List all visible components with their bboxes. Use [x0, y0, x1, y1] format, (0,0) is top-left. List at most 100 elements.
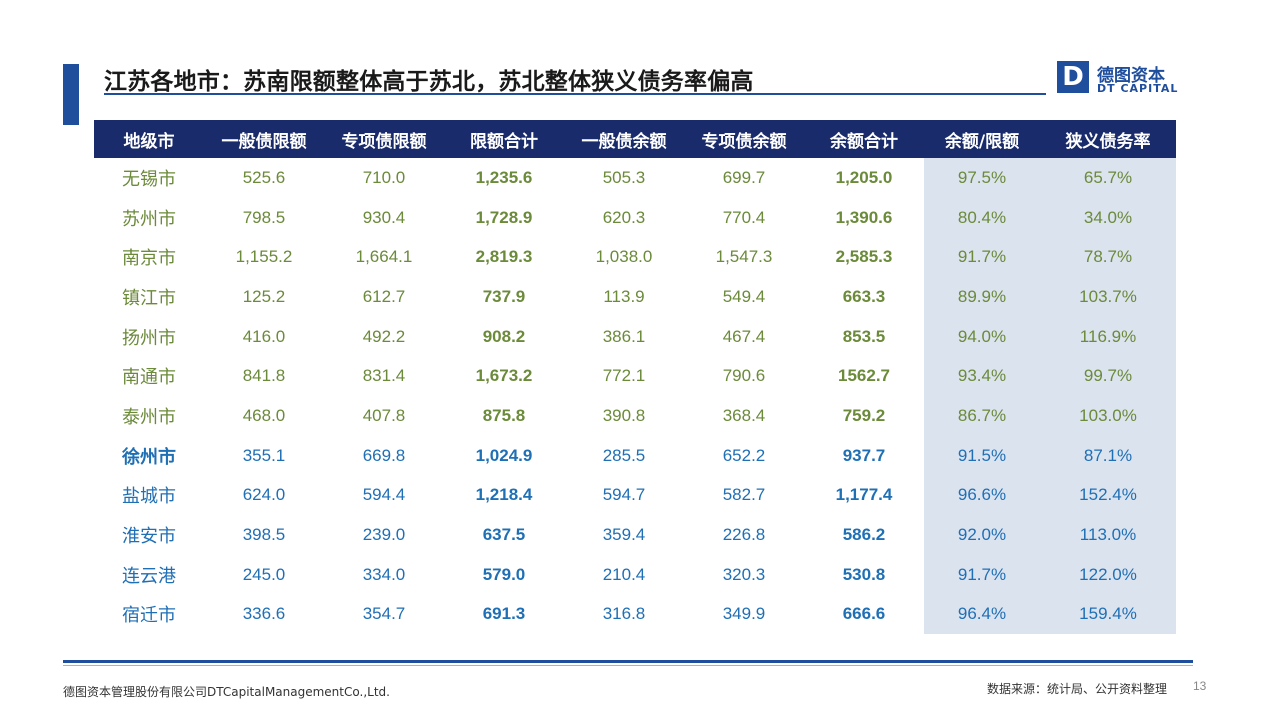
table-cell: 467.4: [722, 326, 766, 346]
table-cell: 113.9: [603, 286, 645, 306]
city-cell: 泰州市: [122, 406, 176, 428]
table-cell: 96.4%: [924, 594, 1040, 635]
table-cell: 407.8: [362, 405, 406, 425]
table-cell: 116.9%: [1040, 316, 1176, 357]
table-cell: 908.2: [482, 326, 526, 346]
header-limit-total: 限额合计: [444, 120, 564, 158]
table-row: 苏州市 798.5 930.4 1,728.9 620.3 770.4 1,39…: [94, 197, 1176, 238]
table-row: 无锡市 525.6 710.0 1,235.6 505.3 699.7 1,20…: [94, 158, 1176, 198]
table-row: 南通市 841.8 831.4 1,673.2 772.1 790.6 1562…: [94, 356, 1176, 397]
city-cell: 苏州市: [122, 208, 176, 230]
company-logo: D 德图资本 DT CAPITAL: [1057, 61, 1177, 97]
table-cell: 492.2: [362, 326, 406, 346]
table-cell: 316.8: [602, 604, 646, 624]
table-row: 盐城市 624.0 594.4 1,218.4 594.7 582.7 1,17…: [94, 475, 1176, 516]
table-cell: 699.7: [722, 167, 766, 187]
table-row: 连云港 245.0 334.0 579.0 210.4 320.3 530.8 …: [94, 554, 1176, 595]
header-special-balance: 专项债余额: [684, 120, 804, 158]
table-cell: 226.8: [722, 525, 766, 545]
table-cell: 652.2: [722, 445, 766, 465]
table-row: 南京市 1,155.2 1,664.1 2,819.3 1,038.0 1,54…: [94, 237, 1176, 278]
table-cell: 416.0: [242, 326, 286, 346]
table-cell: 549.4: [722, 286, 766, 306]
page-title: 江苏各地市：苏南限额整体高于苏北，苏北整体狭义债务率偏高: [104, 69, 754, 95]
header-balance-limit-ratio: 余额/限额: [924, 120, 1040, 158]
debt-table: 地级市 一般债限额 专项债限额 限额合计 一般债余额 专项债余额 余额合计 余额…: [94, 120, 1176, 635]
table-cell: 669.8: [362, 445, 406, 465]
table-cell: 1,177.4: [835, 485, 893, 505]
table-cell: 841.8: [242, 366, 286, 386]
page-number: 13: [1193, 679, 1207, 693]
table-row: 泰州市 468.0 407.8 875.8 390.8 368.4 759.2 …: [94, 396, 1176, 436]
table-cell: 770.4: [722, 207, 766, 227]
table-cell: 759.2: [842, 405, 886, 425]
table-cell: 359.4: [602, 525, 646, 545]
table-row: 扬州市 416.0 492.2 908.2 386.1 467.4 853.5 …: [94, 316, 1176, 357]
table-cell: 875.8: [482, 405, 526, 425]
table-cell: 368.4: [722, 405, 766, 425]
table-cell: 398.5: [242, 525, 286, 545]
table-cell: 468.0: [242, 405, 286, 425]
city-cell: 扬州市: [122, 327, 176, 349]
city-cell: 淮安市: [122, 526, 176, 548]
table-cell: 1,155.2: [235, 247, 293, 267]
table-cell: 530.8: [842, 564, 886, 584]
footer-source: 数据来源：统计局、公开资料整理: [987, 682, 1168, 696]
table-cell: 93.4%: [924, 356, 1040, 397]
table-cell: 96.6%: [924, 475, 1040, 516]
table-cell: 152.4%: [1040, 475, 1176, 516]
table-row: 宿迁市 336.6 354.7 691.3 316.8 349.9 666.6 …: [94, 594, 1176, 635]
table-cell: 125.2: [242, 286, 286, 306]
table-cell: 91.5%: [924, 435, 1040, 476]
table-cell: 663.3: [842, 286, 886, 306]
table-cell: 525.6: [242, 167, 286, 187]
table-cell: 930.4: [362, 207, 406, 227]
table-cell: 336.6: [242, 604, 286, 624]
table-cell: 355.1: [242, 445, 286, 465]
footer-divider: [63, 660, 1193, 663]
table-cell: 386.1: [602, 326, 646, 346]
footer-company: 德图资本管理股份有限公司DTCapitalManagementCo.,Ltd.: [63, 685, 390, 699]
table-cell: 97.5%: [924, 158, 1040, 198]
table-cell: 349.9: [722, 604, 766, 624]
table-cell: 594.7: [602, 485, 646, 505]
table-cell: 86.7%: [924, 396, 1040, 436]
city-cell: 镇江市: [122, 287, 176, 309]
title-underline: [104, 93, 1046, 95]
table-cell: 159.4%: [1040, 594, 1176, 635]
table-cell: 579.0: [482, 564, 526, 584]
table-cell: 1,547.3: [715, 247, 773, 267]
header-general-balance: 一般债余额: [564, 120, 684, 158]
table-cell: 620.3: [602, 207, 646, 227]
footer-divider-thin: [63, 665, 1193, 666]
table-cell: 798.5: [242, 207, 286, 227]
table-cell: 582.7: [722, 485, 766, 505]
header-special-limit: 专项债限额: [324, 120, 444, 158]
table-cell: 790.6: [722, 366, 766, 386]
table-cell: 210.4: [602, 564, 646, 584]
table-cell: 80.4%: [924, 197, 1040, 238]
table-cell: 586.2: [842, 525, 886, 545]
logo-english-name: DT CAPITAL: [1097, 82, 1179, 95]
table-cell: 34.0%: [1040, 197, 1176, 238]
table-cell: 1,024.9: [475, 445, 533, 465]
table-row: 淮安市 398.5 239.0 637.5 359.4 226.8 586.2 …: [94, 515, 1176, 555]
table-cell: 99.7%: [1040, 356, 1176, 397]
city-cell: 盐城市: [122, 486, 176, 508]
table-cell: 239.0: [362, 525, 406, 545]
table-cell: 666.6: [842, 604, 886, 624]
table-cell: 354.7: [362, 604, 406, 624]
table-cell: 637.5: [482, 525, 526, 545]
table-cell: 2,819.3: [475, 247, 533, 267]
table-cell: 594.4: [362, 485, 406, 505]
city-cell: 南京市: [122, 248, 176, 270]
table-cell: 245.0: [242, 564, 286, 584]
table-cell: 737.9: [482, 286, 526, 306]
table-row: 镇江市 125.2 612.7 737.9 113.9 549.4 663.3 …: [94, 277, 1176, 317]
table-cell: 91.7%: [924, 554, 1040, 595]
table-cell: 87.1%: [1040, 435, 1176, 476]
city-cell: 徐州市: [122, 446, 176, 468]
table-cell: 772.1: [602, 366, 646, 386]
table-cell: 1562.7: [838, 366, 890, 386]
table-cell: 1,673.2: [475, 366, 533, 386]
